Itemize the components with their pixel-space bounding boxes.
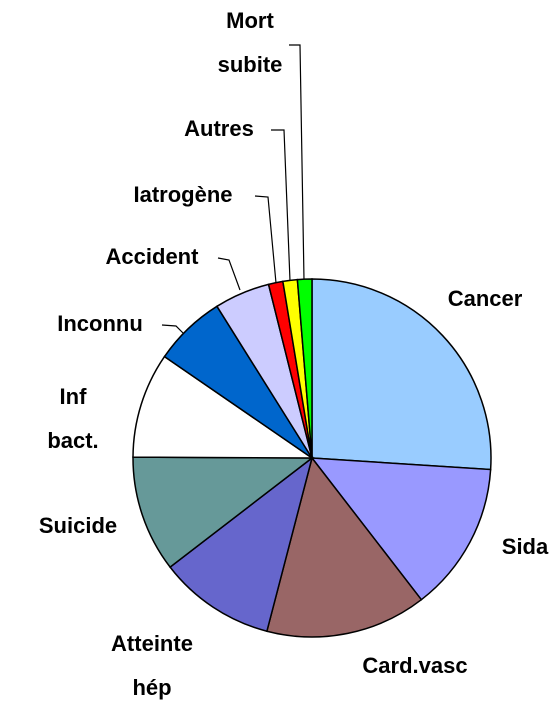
pie-slice <box>265 456 423 638</box>
label-line: Sida <box>502 534 549 559</box>
label-line: Inf <box>60 384 88 409</box>
leader-line <box>217 257 241 291</box>
pie-slice <box>310 457 492 601</box>
pie-slice <box>296 278 313 459</box>
leader-lines <box>161 44 305 337</box>
label-line: Card.vasc <box>362 653 467 678</box>
label-line: Autres <box>184 116 254 141</box>
label-line: Inconnu <box>57 311 143 336</box>
label-line: Iatrogène <box>133 182 232 207</box>
label-line: subite <box>218 52 283 77</box>
leader-line <box>289 44 305 281</box>
slice-label: Atteinte hép <box>111 631 193 700</box>
pie-slice <box>169 456 314 633</box>
pie-slice <box>311 278 492 471</box>
leader-line <box>161 324 187 337</box>
label-line: Accident <box>106 244 200 269</box>
slice-label: Iatrogène <box>133 182 232 207</box>
slice-label: Sida <box>502 534 549 559</box>
slice-label: Cancer <box>448 286 523 311</box>
label-line: Suicide <box>39 513 117 538</box>
slice-label: Card.vasc <box>362 653 467 678</box>
slice-label: Mort subite <box>218 8 283 77</box>
label-line: hép <box>132 675 171 700</box>
pie-slice <box>132 355 315 459</box>
pie-slice <box>132 456 315 569</box>
slice-label: Inconnu <box>57 311 143 336</box>
label-line: Mort <box>226 8 274 33</box>
label-line: Cancer <box>448 286 523 311</box>
slice-label: Inf bact. <box>47 384 98 453</box>
slice-label: Accident <box>106 244 200 269</box>
slice-label: Autres <box>184 116 254 141</box>
leader-line <box>254 195 277 284</box>
slice-label: Suicide <box>39 513 117 538</box>
leader-line <box>271 129 291 282</box>
label-line: Atteinte <box>111 631 193 656</box>
label-line: bact. <box>47 428 98 453</box>
